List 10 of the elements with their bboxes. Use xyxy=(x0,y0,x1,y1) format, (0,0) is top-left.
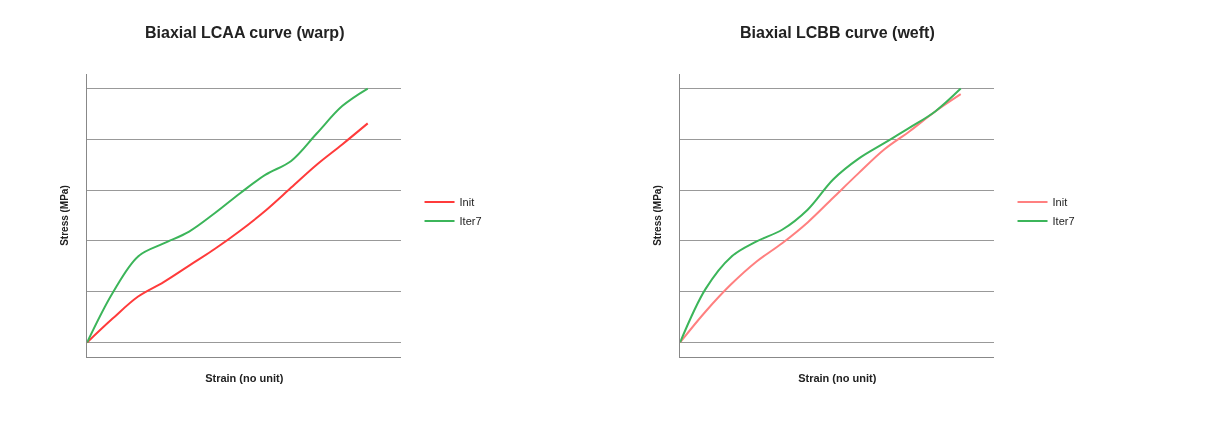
legend-label: Iter7 xyxy=(1052,215,1075,228)
y-axis-title: Stress (MPa) xyxy=(59,185,71,246)
x-axis-title: Strain (no unit) xyxy=(205,372,284,385)
x-axis-title: Strain (no unit) xyxy=(798,372,877,385)
y-axis-title: Stress (MPa) xyxy=(652,185,664,246)
legend-label: Iter7 xyxy=(459,215,482,228)
legend-label: Init xyxy=(1052,196,1068,209)
legend-label: Init xyxy=(459,196,475,209)
chart-title: Biaxial LCAA curve (warp) xyxy=(145,24,345,41)
chart-title: Biaxial LCBB curve (weft) xyxy=(740,24,935,41)
